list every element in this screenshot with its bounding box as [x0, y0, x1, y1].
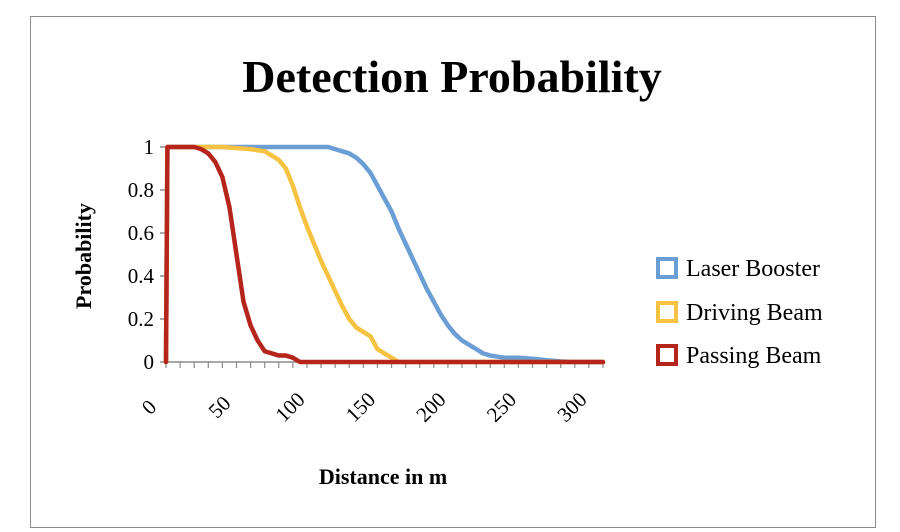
y-axis-title: Probability [71, 203, 96, 309]
chart-frame [30, 16, 876, 528]
legend: Laser Booster Driving Beam Passing Beam [656, 256, 823, 369]
legend-swatch [656, 301, 678, 323]
y-tick-label: 0.2 [128, 307, 154, 331]
x-tick-label: 250 [482, 387, 521, 426]
series-lines [163, 144, 606, 365]
x-tick-label: 0 [137, 395, 161, 419]
chart-title: Detection Probability [242, 51, 661, 102]
x-tick-label: 300 [552, 387, 591, 426]
series-line-1 [163, 144, 606, 365]
legend-swatch [656, 257, 678, 279]
y-tick-label: 1 [144, 135, 155, 159]
legend-swatch [656, 344, 678, 366]
y-tick-label: 0 [144, 350, 155, 374]
x-tick-label: 150 [341, 387, 380, 426]
legend-label: Driving Beam [686, 300, 823, 326]
legend-label: Passing Beam [686, 343, 822, 369]
legend-label: Laser Booster [686, 256, 820, 282]
series-line-2 [163, 144, 606, 365]
x-tick-label: 100 [270, 387, 309, 426]
y-tick-label: 0.4 [128, 264, 155, 288]
x-axis-title: Distance in m [319, 464, 447, 489]
x-tick-label: 200 [411, 387, 450, 426]
x-tick-label: 50 [204, 391, 236, 423]
axes: 0 0.2 0.4 0.6 0.8 1 0 50 100 150 200 250 300 [128, 135, 604, 427]
y-tick-label: 0.6 [128, 221, 154, 245]
y-tick-label: 0.8 [128, 178, 154, 202]
series-line-0 [163, 144, 606, 365]
